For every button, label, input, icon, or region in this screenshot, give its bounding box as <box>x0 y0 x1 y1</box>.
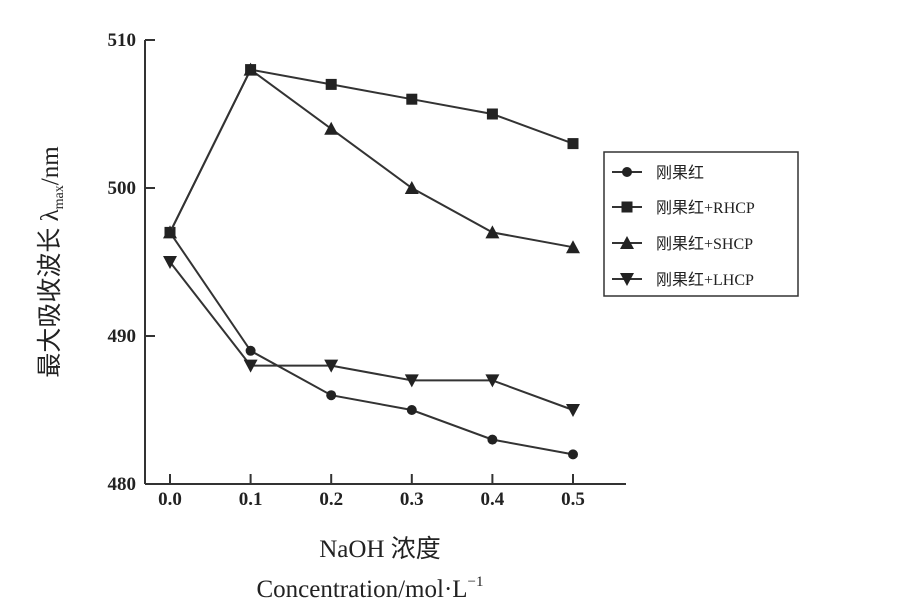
series-1 <box>165 227 578 460</box>
data-point <box>406 405 417 415</box>
legend-label: 刚果红+LHCP <box>656 271 754 289</box>
y-tick-label: 500 <box>108 178 137 199</box>
data-point <box>566 404 580 417</box>
data-point <box>487 434 498 445</box>
y-axis-label-main: 最大吸收波长 λ <box>36 209 64 377</box>
legend-marker <box>622 167 632 177</box>
data-point <box>404 181 419 194</box>
x-ticks: 0.0 0.1 0.2 0.3 0.4 0.5 <box>158 474 585 510</box>
x-tick-label: 0.1 <box>239 489 263 510</box>
series-line <box>169 68 574 233</box>
legend-marker <box>620 273 634 286</box>
y-axis-label-unit: /nm <box>37 146 64 185</box>
series-2 <box>164 64 579 238</box>
series-4 <box>163 256 580 417</box>
data-point <box>567 138 579 150</box>
legend-entry: 刚果红+LHCP <box>612 271 754 289</box>
data-point <box>324 121 339 135</box>
y-tick-label: 480 <box>108 474 137 495</box>
x-axis-label-line2: Concentration/mol·L−1 <box>256 574 483 603</box>
legend-label: 刚果红+RHCP <box>656 199 755 217</box>
y-tick-label: 510 <box>108 30 137 51</box>
data-point <box>406 93 418 105</box>
y-axis-label-sub: max <box>52 185 67 209</box>
data-point <box>324 359 339 373</box>
data-point <box>566 240 580 254</box>
data-point <box>163 256 177 269</box>
x-tick-label: 0.0 <box>158 489 182 510</box>
series-line <box>169 231 574 456</box>
x-axis-label-sup: −1 <box>468 574 484 590</box>
y-ticks: 480 490 500 510 <box>108 30 155 495</box>
series-layer <box>163 62 580 460</box>
data-point <box>326 390 337 401</box>
y-tick-label: 490 <box>108 326 137 347</box>
legend-box <box>603 151 799 297</box>
data-point <box>485 225 500 239</box>
data-point <box>163 225 177 239</box>
y-axis-label: 最大吸收波长 λmax/nm <box>36 146 67 378</box>
data-point <box>485 374 500 388</box>
x-axis-label-main: Concentration/mol·L <box>256 576 467 603</box>
series-3 <box>163 62 580 254</box>
legend-entry: 刚果红 <box>612 164 704 182</box>
x-tick-label: 0.4 <box>481 489 505 510</box>
x-tick-label: 0.5 <box>561 489 585 510</box>
legend-entry: 刚果红+SHCP <box>612 235 753 253</box>
data-point <box>245 345 256 356</box>
series-line <box>169 68 574 249</box>
x-axis-label-line1: NaOH 浓度 <box>319 535 441 563</box>
data-point <box>486 108 498 120</box>
data-point <box>243 62 258 76</box>
legend-label: 刚果红+SHCP <box>656 235 753 253</box>
data-point <box>404 374 419 388</box>
x-tick-label: 0.3 <box>400 489 424 510</box>
legend-marker <box>620 236 634 249</box>
series-line <box>169 261 574 411</box>
legend-marker <box>621 201 633 213</box>
legend-label: 刚果红 <box>656 164 704 182</box>
data-point <box>325 78 337 90</box>
legend-entry: 刚果红+RHCP <box>612 199 755 217</box>
data-point <box>243 359 258 373</box>
x-tick-label: 0.2 <box>319 489 343 510</box>
data-point <box>568 449 578 460</box>
